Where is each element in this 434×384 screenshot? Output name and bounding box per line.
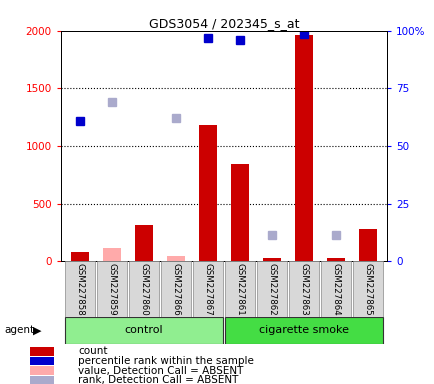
Text: GSM227865: GSM227865 bbox=[363, 263, 372, 316]
Text: GSM227864: GSM227864 bbox=[331, 263, 340, 316]
Bar bbox=[199, 125, 216, 261]
Text: GSM227861: GSM227861 bbox=[235, 263, 244, 316]
Text: control: control bbox=[125, 325, 163, 335]
Text: GSM227858: GSM227858 bbox=[76, 263, 84, 316]
FancyBboxPatch shape bbox=[161, 261, 191, 317]
FancyBboxPatch shape bbox=[321, 261, 350, 317]
FancyBboxPatch shape bbox=[65, 317, 222, 344]
Bar bbox=[30, 347, 54, 356]
FancyBboxPatch shape bbox=[65, 261, 95, 317]
Bar bbox=[263, 258, 280, 261]
FancyBboxPatch shape bbox=[225, 317, 382, 344]
FancyBboxPatch shape bbox=[289, 261, 318, 317]
Bar bbox=[71, 253, 89, 261]
Text: GSM227860: GSM227860 bbox=[139, 263, 148, 316]
Title: GDS3054 / 202345_s_at: GDS3054 / 202345_s_at bbox=[148, 17, 299, 30]
Text: GSM227866: GSM227866 bbox=[171, 263, 180, 316]
FancyBboxPatch shape bbox=[225, 261, 254, 317]
Text: percentile rank within the sample: percentile rank within the sample bbox=[78, 356, 253, 366]
Bar bbox=[295, 35, 312, 261]
Text: GSM227863: GSM227863 bbox=[299, 263, 308, 316]
Bar bbox=[135, 225, 152, 261]
Bar bbox=[30, 376, 54, 384]
Text: cigarette smoke: cigarette smoke bbox=[258, 325, 348, 335]
Bar bbox=[30, 357, 54, 365]
Text: agent: agent bbox=[4, 325, 34, 335]
Bar bbox=[167, 256, 184, 261]
Bar bbox=[358, 229, 376, 261]
Text: ▶: ▶ bbox=[33, 325, 41, 335]
FancyBboxPatch shape bbox=[256, 261, 286, 317]
FancyBboxPatch shape bbox=[129, 261, 158, 317]
Text: count: count bbox=[78, 346, 108, 356]
FancyBboxPatch shape bbox=[193, 261, 222, 317]
Text: value, Detection Call = ABSENT: value, Detection Call = ABSENT bbox=[78, 366, 243, 376]
Bar bbox=[231, 164, 248, 261]
FancyBboxPatch shape bbox=[352, 261, 382, 317]
Text: GSM227862: GSM227862 bbox=[267, 263, 276, 316]
Bar bbox=[30, 366, 54, 375]
Bar bbox=[326, 258, 344, 261]
Text: rank, Detection Call = ABSENT: rank, Detection Call = ABSENT bbox=[78, 375, 238, 384]
Text: GSM227859: GSM227859 bbox=[107, 263, 116, 315]
Text: GSM227867: GSM227867 bbox=[203, 263, 212, 316]
Bar bbox=[103, 248, 121, 261]
FancyBboxPatch shape bbox=[97, 261, 126, 317]
